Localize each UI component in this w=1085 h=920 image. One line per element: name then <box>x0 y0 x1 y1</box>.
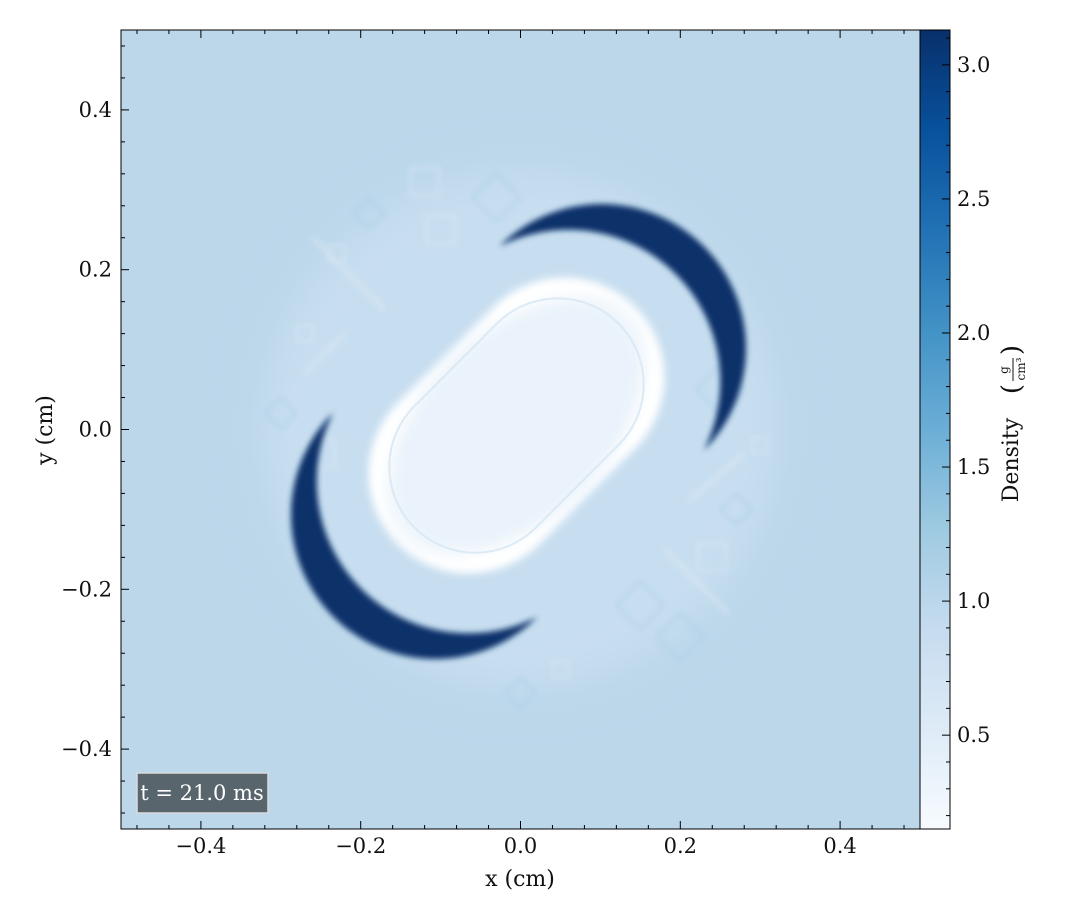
dense-shell-upper-right <box>499 204 746 451</box>
y-tick-label: 0.0 <box>79 418 112 442</box>
colorbar-ticks <box>942 37 950 817</box>
time-annotation-text: t = 21.0 ms <box>140 781 264 805</box>
colorbar-tick-label: 1.5 <box>957 455 990 479</box>
dense-shell-lower-left <box>291 412 538 659</box>
colorbar: 0.5 1.0 1.5 2.0 2.5 3.0 Density ( g cm³ … <box>919 29 1028 830</box>
halo-artifact <box>351 196 386 231</box>
halo-artifact <box>654 611 706 663</box>
y-tick-label: −0.4 <box>61 737 112 761</box>
unit-open-paren: ( <box>997 384 1027 394</box>
halo-streak <box>663 548 730 615</box>
unit-close-paren: ) <box>997 345 1027 355</box>
core-inner-ring <box>388 297 645 554</box>
halo-artifact <box>409 166 440 197</box>
colorbar-tick-label: 3.0 <box>957 53 990 77</box>
x-axis-label: x (cm) <box>485 867 555 892</box>
colorbar-tick-label: 0.5 <box>957 723 990 747</box>
colorbar-label: Density ( g cm³ ) <box>997 345 1028 502</box>
y-axis-ticks <box>121 45 129 814</box>
halo-streak <box>311 236 386 311</box>
halo-artifact <box>751 436 770 455</box>
colorbar-tick-labels: 0.5 1.0 1.5 2.0 2.5 3.0 <box>957 53 990 747</box>
halo-artifact <box>425 214 456 245</box>
y-tick-label: 0.2 <box>79 258 112 282</box>
y-tick-label: −0.2 <box>61 577 112 601</box>
colorbar-gradient <box>919 29 951 830</box>
x-tick-label: 0.0 <box>504 834 537 858</box>
halo-artifact <box>295 324 314 343</box>
x-axis-tick-labels: −0.4 −0.2 0.0 0.2 0.4 <box>175 834 856 858</box>
halo-artifact <box>471 172 522 224</box>
x-tick-label: 0.2 <box>664 834 697 858</box>
colorbar-tick-label: 2.5 <box>957 187 990 211</box>
halo-streak <box>687 452 746 503</box>
colorbar-tick-label: 2.0 <box>957 321 990 345</box>
halo-artifact <box>551 660 570 679</box>
unit-numerator: g <box>997 366 1011 374</box>
halo-artifact <box>614 579 666 631</box>
time-annotation-box <box>136 772 269 814</box>
x-tick-label: −0.2 <box>335 834 386 858</box>
halo-artifact <box>697 542 728 573</box>
y-axis-tick-labels: 0.4 0.2 0.0 −0.2 −0.4 <box>61 98 112 761</box>
unit-denominator: cm³ <box>1014 357 1028 380</box>
y-tick-label: 0.4 <box>79 98 112 122</box>
density-field <box>121 30 920 829</box>
x-tick-label: −0.4 <box>175 834 226 858</box>
low-density-core <box>368 277 665 574</box>
halo-artifact <box>719 492 754 527</box>
x-tick-label: 0.4 <box>823 834 856 858</box>
halo-artifact <box>503 676 538 711</box>
time-annotation: t = 21.0 ms <box>136 772 269 814</box>
colorbar-tick-label: 1.0 <box>957 589 990 613</box>
y-axis-label: y (cm) <box>33 395 58 466</box>
halo-streak <box>303 332 346 375</box>
colorbar-label-text: Density <box>999 417 1024 502</box>
halo-artifact <box>263 396 298 431</box>
x-axis-ticks <box>136 30 905 829</box>
